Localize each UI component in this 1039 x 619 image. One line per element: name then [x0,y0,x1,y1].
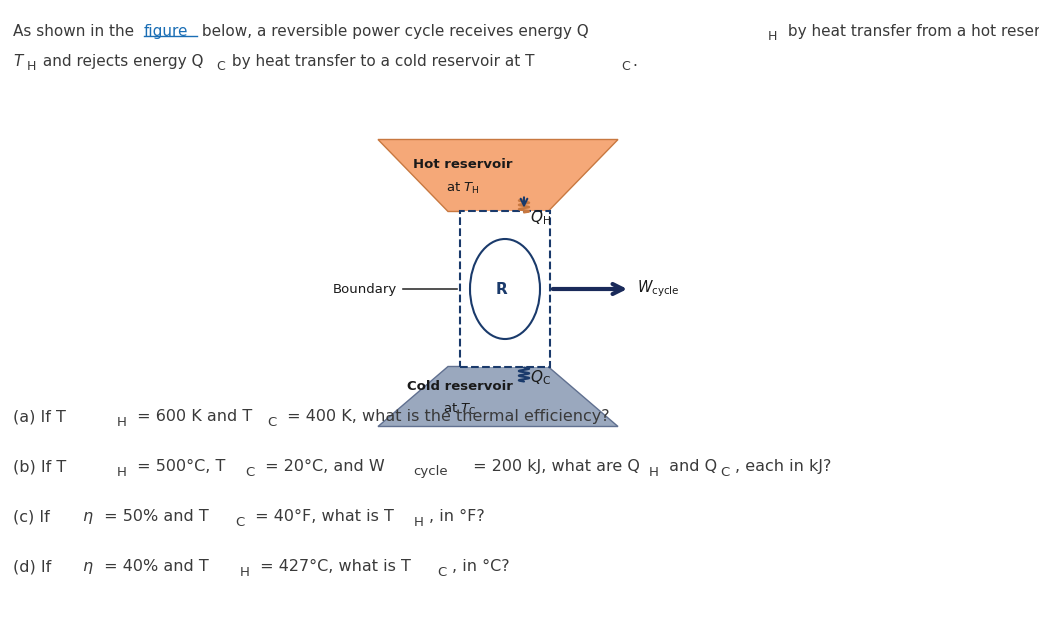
Text: = 427°C, what is T: = 427°C, what is T [255,559,410,574]
Text: $W_\mathrm{cycle}$: $W_\mathrm{cycle}$ [637,279,680,300]
Text: figure: figure [144,24,188,39]
Text: H: H [117,465,127,478]
Text: H: H [240,566,249,579]
Text: H: H [649,465,659,478]
Text: Boundary: Boundary [332,282,397,295]
Text: Cold reservoir: Cold reservoir [407,380,513,393]
Text: $Q_\mathrm{H}$: $Q_\mathrm{H}$ [530,209,551,227]
Text: .: . [632,54,637,69]
Text: at $\mathit{T}_\mathsf{C}$: at $\mathit{T}_\mathsf{C}$ [444,402,477,417]
Text: = 500°C, T: = 500°C, T [132,459,225,474]
Text: H: H [414,516,424,529]
Text: (a) If T: (a) If T [14,409,65,424]
Text: below, a reversible power cycle receives energy Q: below, a reversible power cycle receives… [197,24,589,39]
Text: = 40°F, what is T: = 40°F, what is T [250,509,394,524]
Text: H: H [117,415,127,428]
Text: = 20°C, and W: = 20°C, and W [260,459,384,474]
Text: = 600 K and T: = 600 K and T [132,409,252,424]
Text: C: C [437,566,446,579]
Text: (d) If: (d) If [14,559,56,574]
Text: C: C [267,415,276,428]
Text: and rejects energy Q: and rejects energy Q [38,54,204,69]
Text: R: R [497,282,508,297]
Text: , in °F?: , in °F? [429,509,485,524]
Text: cycle: cycle [412,465,448,478]
Text: (b) If T: (b) If T [14,459,66,474]
Text: (c) If: (c) If [14,509,55,524]
Text: = 40% and T: = 40% and T [99,559,209,574]
Text: , each in kJ?: , each in kJ? [735,459,831,474]
Text: C: C [235,516,244,529]
Bar [460,212,550,366]
Polygon shape [378,139,618,212]
Text: C: C [245,465,255,478]
Text: by heat transfer from a hot reservoir at: by heat transfer from a hot reservoir at [783,24,1039,39]
Polygon shape [378,366,618,426]
Text: by heat transfer to a cold reservoir at T: by heat transfer to a cold reservoir at … [227,54,534,69]
Text: $Q_\mathrm{C}$: $Q_\mathrm{C}$ [530,368,551,387]
Text: C: C [216,61,224,74]
Ellipse shape [470,239,540,339]
Text: H: H [768,30,777,43]
Text: T: T [14,54,23,69]
Text: , in °C?: , in °C? [452,559,509,574]
Text: η: η [82,509,92,524]
Text: C: C [720,465,729,478]
Text: η: η [82,559,92,574]
Text: Hot reservoir: Hot reservoir [414,158,513,171]
Text: and Q: and Q [664,459,717,474]
Text: = 400 K, what is the thermal efficiency?: = 400 K, what is the thermal efficiency? [282,409,610,424]
Text: As shown in the: As shown in the [14,24,139,39]
Text: = 200 kJ, what are Q: = 200 kJ, what are Q [468,459,640,474]
Text: at $\mathit{T}_\mathsf{H}$: at $\mathit{T}_\mathsf{H}$ [446,181,480,196]
Text: H: H [27,61,36,74]
Text: C: C [621,61,630,74]
Text: = 50% and T: = 50% and T [99,509,209,524]
